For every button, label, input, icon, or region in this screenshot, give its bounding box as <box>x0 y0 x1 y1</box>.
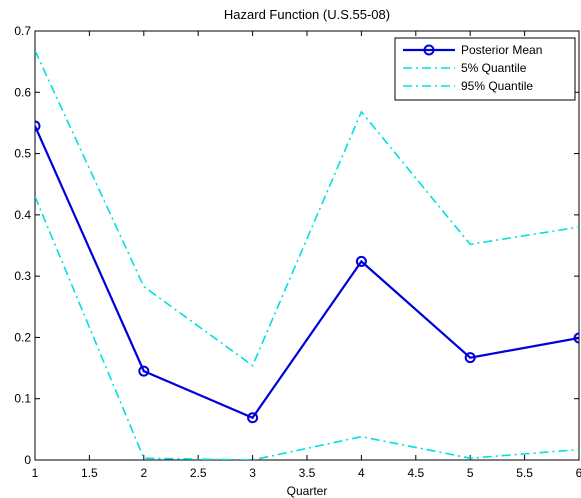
x-tick-label: 1.5 <box>81 466 98 480</box>
x-tick-label: 5 <box>467 466 474 480</box>
data-point-posterior-mean <box>355 255 367 267</box>
data-point-posterior-mean <box>247 412 259 424</box>
x-tick-label: 2 <box>140 466 147 480</box>
legend-marker-posterior-mean <box>423 44 435 56</box>
x-tick-label: 4.5 <box>407 466 424 480</box>
x-tick-label: 5.5 <box>516 466 533 480</box>
series-line-5-quantile <box>35 196 579 460</box>
y-tick-label: 0.1 <box>14 392 31 406</box>
legend-label-posterior-mean: Posterior Mean <box>461 43 542 57</box>
data-point-posterior-mean <box>573 332 579 344</box>
chart-title: Hazard Function (U.S.55-08) <box>224 7 390 22</box>
y-axis: 0 0.1 0.2 0.3 0.4 0.5 0.6 0.7 <box>14 24 579 467</box>
y-tick-label: 0 <box>24 453 31 467</box>
x-tick-label: 3.5 <box>299 466 316 480</box>
data-point-posterior-mean <box>138 365 150 377</box>
y-tick-label: 0.4 <box>14 208 31 222</box>
y-tick-label: 0.2 <box>14 330 31 344</box>
data-point-posterior-mean <box>464 352 476 364</box>
series-line-posterior-mean <box>35 125 579 420</box>
x-axis: 1 1.5 2 2.5 3 3.5 4 4.5 5 5.5 6 <box>32 31 581 480</box>
x-tick-label: 3 <box>249 466 256 480</box>
series-posterior-mean <box>35 120 579 424</box>
series-line-95-quantile <box>35 50 579 367</box>
data-point-posterior-mean <box>35 120 41 132</box>
x-tick-label: 4 <box>358 466 365 480</box>
x-axis-title: Quarter <box>287 484 328 498</box>
x-tick-label: 2.5 <box>190 466 207 480</box>
y-tick-label: 0.3 <box>14 269 31 283</box>
legend-label-95-quantile: 95% Quantile <box>461 79 533 93</box>
legend: Posterior Mean 5% Quantile 95% Quantile <box>394 37 576 101</box>
y-tick-label: 0.5 <box>14 147 31 161</box>
series-5-quantile <box>35 196 579 460</box>
series-95-quantile <box>35 50 579 367</box>
x-tick-label: 6 <box>576 466 581 480</box>
series-layer <box>35 50 579 460</box>
legend-label-5-quantile: 5% Quantile <box>461 61 527 75</box>
y-tick-label: 0.7 <box>14 24 31 38</box>
x-tick-label: 1 <box>32 466 39 480</box>
y-tick-label: 0.6 <box>14 85 31 99</box>
